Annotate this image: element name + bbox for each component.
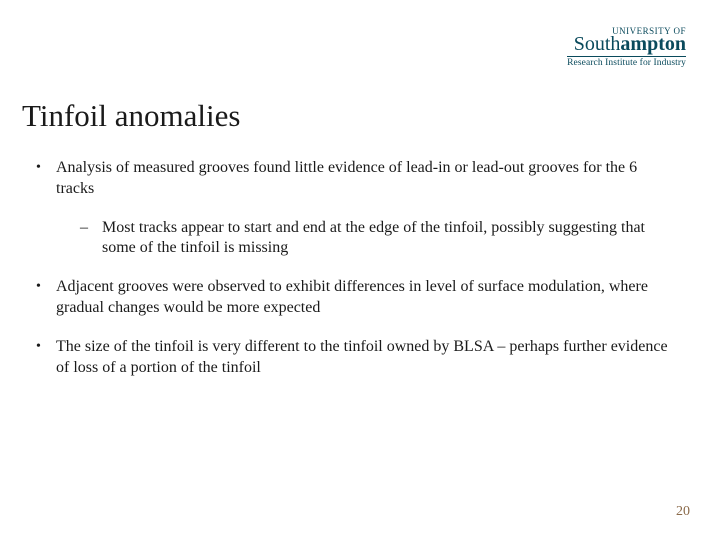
bullet-text: Adjacent grooves were observed to exhibi… [56,277,676,319]
bullet-marker: • [36,158,56,200]
slide-title: Tinfoil anomalies [22,98,240,134]
sub-bullet-item: – Most tracks appear to start and end at… [80,218,676,260]
university-logo: UNIVERSITY OF Southampton Research Insti… [567,26,686,68]
logo-sub-text: Research Institute for Industry [567,56,686,68]
slide: UNIVERSITY OF Southampton Research Insti… [0,0,720,540]
bullet-text: The size of the tinfoil is very differen… [56,337,676,379]
bullet-marker: • [36,337,56,379]
page-number: 20 [676,504,690,520]
bullet-item: • The size of the tinfoil is very differ… [36,337,676,379]
bullet-item: • Adjacent grooves were observed to exhi… [36,277,676,319]
bullet-text: Analysis of measured grooves found littl… [56,158,676,200]
bullet-marker: • [36,277,56,319]
bullet-item: • Analysis of measured grooves found lit… [36,158,676,200]
content-area: • Analysis of measured grooves found lit… [36,158,676,396]
sub-bullet-marker: – [80,218,102,260]
logo-main-text: Southampton [567,34,686,54]
sub-bullet-text: Most tracks appear to start and end at t… [102,218,676,260]
